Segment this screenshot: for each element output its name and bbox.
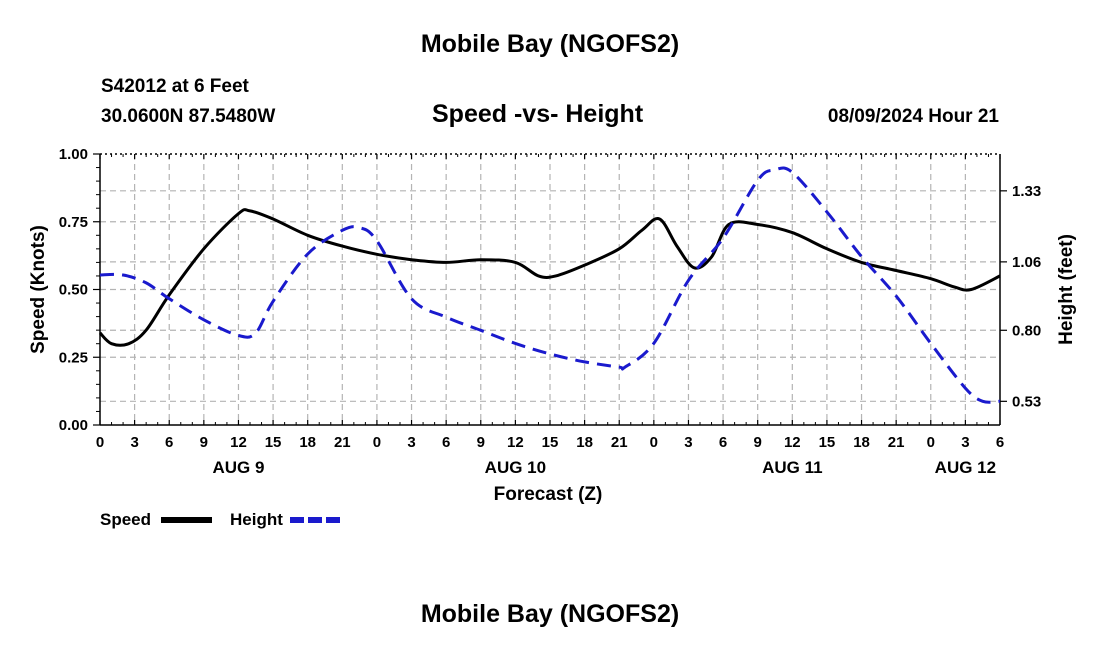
x-tick-label: 15 [265, 434, 282, 451]
station-label: S42012 at 6 Feet [101, 76, 249, 97]
forecast-date-label: 08/09/2024 Hour 21 [827, 106, 999, 127]
x-tick-label: 21 [334, 434, 351, 451]
x-tick-label: 12 [507, 434, 524, 451]
day-label: AUG 9 [212, 458, 264, 477]
chart-title: Speed -vs- Height [432, 100, 644, 128]
x-tick-label: 0 [927, 434, 935, 451]
x-tick-label: 9 [477, 434, 485, 451]
day-label: AUG 11 [762, 458, 822, 477]
x-tick-label: 18 [299, 434, 316, 451]
speed-height-chart: 0 3 6 9 12 15 18 21 0 3 6 9 12 15 18 21 0 3 6 9 12 15 18 21 0 3 6A… [28, 146, 1077, 529]
x-tick-label: 3 [961, 434, 969, 451]
x-tick-label: 9 [754, 434, 762, 451]
x-tick-label: 6 [442, 434, 450, 451]
x-tick-label: 3 [407, 434, 415, 451]
x-tick-label: 0 [373, 434, 381, 451]
footer-title: Mobile Bay (NGOFS2) [420, 600, 680, 628]
page-title: Mobile Bay (NGOFS2) [420, 30, 680, 58]
x-tick-label: 21 [888, 434, 905, 451]
day-label: AUG 10 [485, 458, 546, 477]
y-tick-label: 0.75 [59, 214, 88, 231]
x-tick-label: 6 [165, 434, 173, 451]
x-tick-label: 18 [853, 434, 870, 451]
x-tick-label: 12 [784, 434, 801, 451]
x-tick-label: 15 [819, 434, 836, 451]
coordinates-label: 30.0600N 87.5480W [101, 106, 276, 127]
y-tick-label: 0.00 [59, 417, 88, 434]
y2-tick-label: 1.06 [1012, 254, 1041, 271]
x-tick-label: 3 [684, 434, 692, 451]
y-tick-label: 0.25 [59, 349, 88, 366]
day-label: AUG 12 [935, 458, 996, 477]
y-tick-label: 1.00 [59, 146, 88, 163]
y2-axis-title: Height (feet) [1056, 234, 1077, 345]
x-tick-label: 6 [719, 434, 727, 451]
legend-label-height: Height [230, 510, 283, 529]
x-tick-label: 18 [576, 434, 593, 451]
x-tick-label: 12 [230, 434, 247, 451]
series-line-height [99, 166, 1001, 404]
legend-label-speed: Speed [100, 510, 151, 529]
x-tick-label: 3 [130, 434, 138, 451]
y2-tick-label: 1.33 [1012, 183, 1041, 200]
x-tick-label: 15 [542, 434, 559, 451]
y-tick-label: 0.50 [59, 282, 88, 299]
y2-tick-label: 0.80 [1012, 322, 1041, 339]
x-axis-title: Forecast (Z) [494, 484, 603, 505]
x-tick-label: 6 [996, 434, 1004, 451]
x-tick-label: 0 [650, 434, 658, 451]
y-axis-title: Speed (Knots) [28, 225, 49, 354]
x-tick-label: 21 [611, 434, 628, 451]
y2-tick-label: 0.53 [1012, 393, 1041, 410]
series-line-speed [98, 208, 1001, 347]
x-tick-label: 0 [96, 434, 104, 451]
x-tick-label: 9 [200, 434, 208, 451]
